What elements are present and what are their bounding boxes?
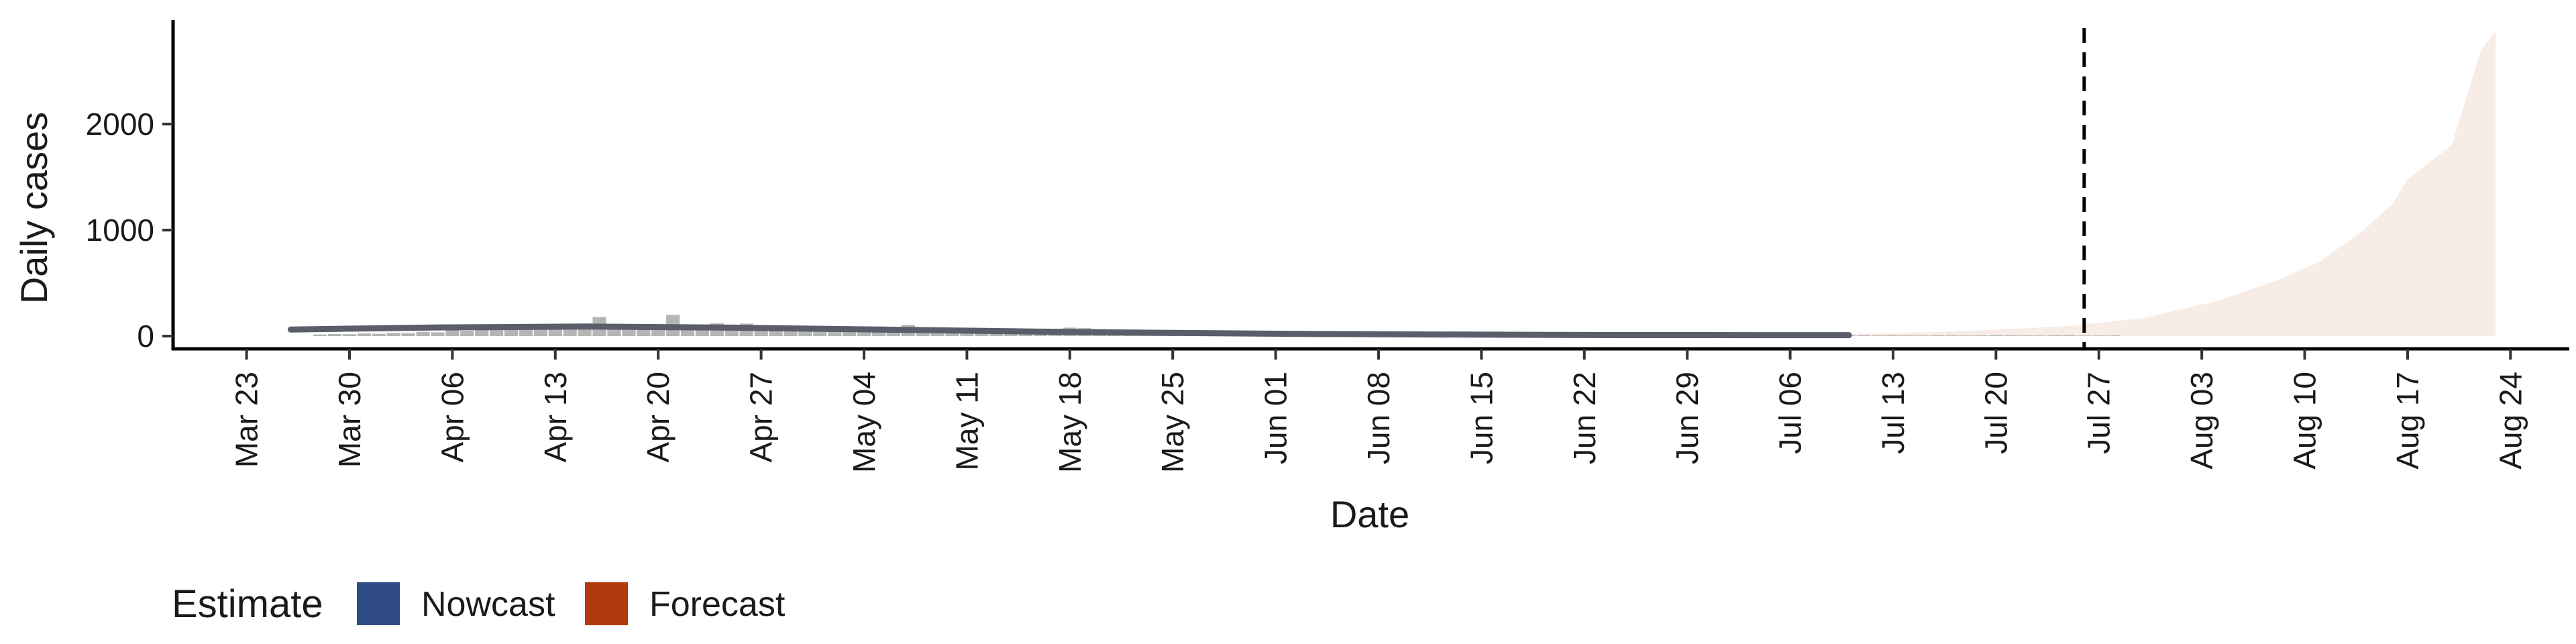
case-bar (1886, 335, 1900, 336)
x-tick-label: May 25 (1155, 372, 1190, 473)
x-tick-label: Jun 01 (1258, 372, 1293, 464)
forecast-band (1849, 30, 2496, 337)
x-tick-label: Aug 03 (2184, 372, 2219, 470)
case-bar (490, 329, 504, 337)
case-bar (401, 333, 415, 336)
case-bar (651, 328, 665, 337)
case-bar (2062, 335, 2076, 337)
x-tick-label: Mar 23 (229, 372, 264, 468)
case-bar (475, 329, 489, 336)
x-tick-label: Jun 29 (1670, 372, 1705, 464)
case-bar (1872, 335, 1886, 336)
case-bar (769, 329, 783, 337)
x-tick-label: Aug 17 (2390, 372, 2425, 470)
case-bar (813, 329, 827, 337)
case-bar (460, 331, 474, 336)
case-bar (1974, 335, 1988, 336)
case-bar (2004, 335, 2018, 336)
case-bar (1857, 335, 1871, 336)
case-bar (2077, 335, 2091, 336)
nowcast-line (287, 323, 1852, 339)
case-bar (828, 329, 842, 337)
case-bar (2092, 335, 2106, 336)
x-tick-label: May 18 (1053, 372, 1087, 473)
case-bar (2033, 335, 2047, 336)
x-tick-label: Mar 30 (332, 372, 367, 468)
x-tick-label: Apr 06 (435, 372, 470, 463)
x-axis-title: Date (1330, 493, 1409, 535)
case-bar (519, 328, 533, 337)
x-tick-label: Jun 15 (1464, 372, 1499, 464)
legend-key-nowcast (357, 582, 400, 625)
x-tick-label: Jul 13 (1876, 372, 1911, 454)
case-bar (416, 331, 430, 336)
x-tick-label: Jul 27 (2082, 372, 2116, 454)
x-tick-label: May 11 (949, 372, 984, 470)
case-bar (2047, 335, 2062, 336)
x-tick-label: Jun 22 (1567, 372, 1602, 464)
case-bar (2019, 335, 2033, 336)
case-bar (1915, 335, 1929, 336)
x-tick-label: Apr 27 (744, 372, 779, 463)
x-tick-label: May 04 (847, 372, 881, 473)
case-bar (313, 334, 327, 337)
x-tick-label: Apr 13 (538, 372, 573, 463)
legend: Estimate Nowcast Forecast (172, 582, 786, 626)
nowcast-layer (287, 323, 1852, 339)
case-bar (1960, 335, 1974, 336)
case-bar (1930, 335, 1944, 336)
y-tick-label: 2000 (86, 107, 154, 142)
y-tick-label: 1000 (86, 213, 154, 248)
case-bar (445, 330, 460, 336)
x-axis-ticks: Mar 23 Mar 30 Apr 06 Apr 13 Apr 20 Apr 27 May … (229, 349, 2528, 473)
case-bar (548, 329, 562, 337)
legend-label-forecast: Forecast (649, 585, 786, 624)
case-bar (1945, 335, 1959, 336)
x-tick-label: Aug 10 (2288, 372, 2322, 470)
x-tick-label: Jul 20 (1978, 372, 2013, 454)
legend-label-nowcast: Nowcast (421, 585, 555, 624)
case-bar (357, 333, 371, 337)
x-tick-label: Jun 08 (1361, 372, 1396, 464)
case-bar (431, 332, 445, 336)
forecast-band-layer (1849, 30, 2496, 337)
case-bar (342, 334, 357, 336)
case-bar (784, 328, 798, 337)
y-axis-title: Daily cases (13, 112, 55, 304)
legend-title: Estimate (172, 582, 323, 626)
x-tick-label: Apr 20 (641, 372, 676, 463)
case-bar (886, 329, 900, 336)
x-tick-label: Aug 24 (2493, 372, 2528, 470)
case-bar (2106, 335, 2121, 336)
case-bar (1989, 335, 2003, 337)
y-axis-ticks: 0 1000 2000 (86, 107, 173, 354)
case-bar (504, 329, 519, 337)
y-tick-label: 0 (137, 319, 154, 354)
x-tick-label: Jul 06 (1773, 372, 1808, 454)
legend-key-forecast (585, 582, 628, 625)
case-bar (386, 333, 400, 336)
case-bar (372, 333, 386, 337)
case-bar (328, 333, 342, 337)
case-bar (1900, 335, 1915, 336)
